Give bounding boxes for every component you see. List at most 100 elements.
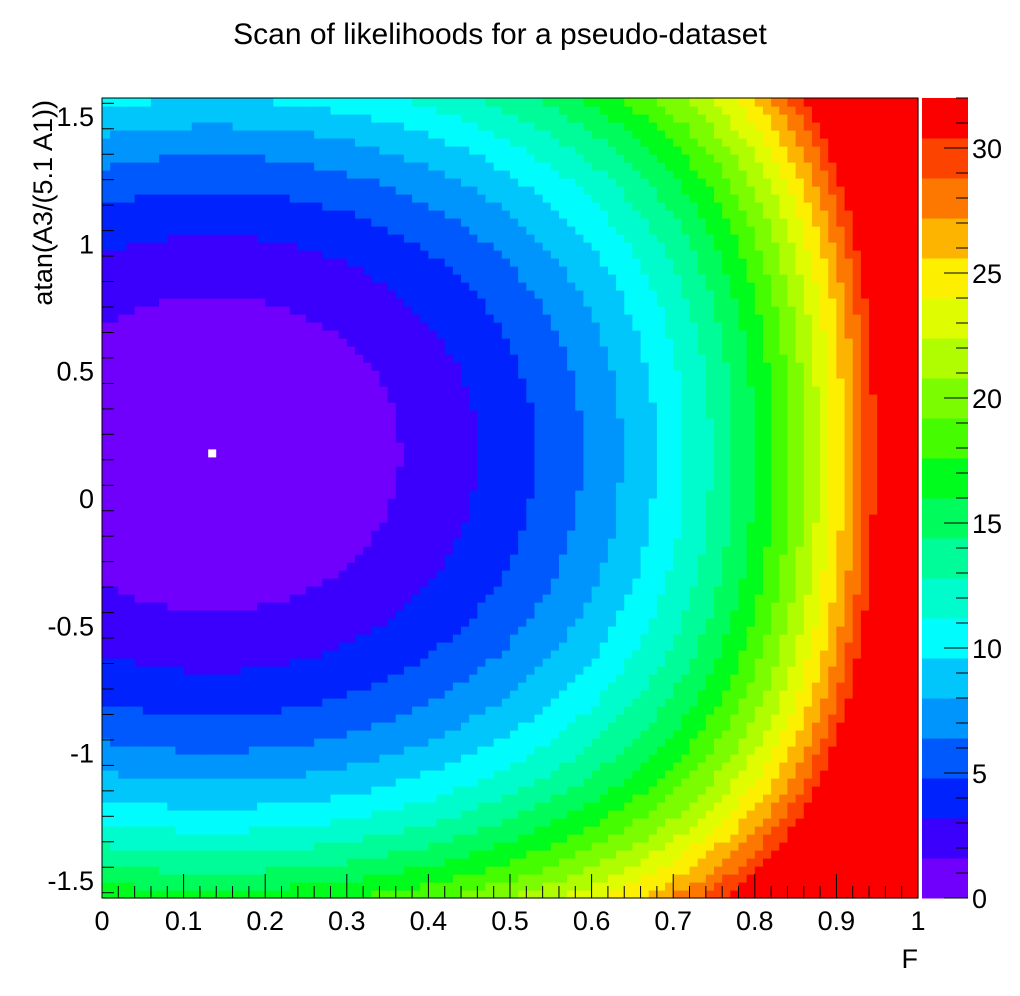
heatmap-cell [159,274,168,283]
heatmap-cell [216,794,225,803]
heatmap-cell [403,114,413,123]
heatmap-cell [403,666,413,675]
heatmap-cell [501,450,511,459]
heatmap-cell [159,530,168,539]
heatmap-cell [493,418,503,427]
heatmap-cell [412,130,421,139]
heatmap-cell [126,778,136,787]
heatmap-cell [150,474,160,483]
heatmap-cell [281,98,291,107]
heatmap-cell [395,658,405,667]
heatmap-cell [371,338,381,347]
heatmap-cell [322,226,332,235]
heatmap-cell [281,666,291,675]
heatmap-cell [216,282,225,291]
heatmap-cell [248,234,258,243]
heatmap-cell [232,490,242,499]
heatmap-cell [371,530,381,539]
heatmap-cell [403,290,413,299]
heatmap-cell [387,194,397,203]
heatmap-cell [354,210,364,219]
heatmap-cell [159,738,168,747]
heatmap-cell [257,746,266,755]
heatmap-cell [297,538,307,547]
heatmap-cell [395,170,405,179]
heatmap-cell [330,826,340,835]
heatmap-cell [118,866,128,875]
heatmap-cell [436,482,446,491]
heatmap-cell [289,506,299,515]
heatmap-cell [412,626,421,635]
heatmap-cell [126,498,136,507]
heatmap-cell [297,722,307,731]
heatmap-cell [265,394,274,403]
heatmap-cell [265,282,274,291]
heatmap-cell [110,602,119,611]
heatmap-cell [428,546,438,555]
heatmap-cell [167,122,177,131]
heatmap-cell [485,186,495,195]
heatmap-cell [183,242,193,251]
heatmap-cell [199,634,209,643]
heatmap-cell [354,706,364,715]
heatmap-cell [297,482,307,491]
heatmap-cell [265,682,274,691]
heatmap-cell [183,194,193,203]
heatmap-cell [379,210,389,219]
heatmap-cell [118,754,128,763]
heatmap-cell [232,402,242,411]
heatmap-cell [126,394,136,403]
heatmap-cell [216,818,225,827]
heatmap-cell [395,626,405,635]
heatmap-cell [289,226,299,235]
heatmap-cell [444,170,454,179]
heatmap-cell [257,338,266,347]
heatmap-cell [134,690,144,699]
heatmap-cell [322,130,332,139]
heatmap-cell [150,186,160,195]
heatmap-cell [289,626,299,635]
heatmap-cell [379,298,389,307]
heatmap-cell [102,98,111,107]
heatmap-cell [257,202,266,211]
heatmap-cell [322,242,332,251]
heatmap-cell [436,674,446,683]
heatmap-cell [501,130,511,139]
heatmap-cell [150,610,160,619]
heatmap-cell [248,602,258,611]
heatmap-cell [387,538,397,547]
heatmap-cell [134,554,144,563]
heatmap-cell [322,546,332,555]
heatmap-cell [142,314,152,323]
heatmap-cell [191,186,201,195]
heatmap-cell [167,722,177,731]
heatmap-cell [387,562,397,571]
heatmap-cell [403,258,413,267]
heatmap-cell [208,122,217,131]
heatmap-cell [150,570,160,579]
heatmap-cell [485,250,495,259]
heatmap-cell [387,442,397,451]
heatmap-cell [273,226,283,235]
heatmap-cell [126,354,136,363]
heatmap-cell [485,658,495,667]
heatmap-cell [363,154,372,163]
heatmap-cell [134,154,144,163]
heatmap-cell [240,434,250,443]
heatmap-cell [485,586,495,595]
heatmap-cell [150,586,160,595]
heatmap-cell [273,250,283,259]
heatmap-cell [493,138,503,147]
heatmap-cell [142,146,152,155]
heatmap-cell [387,698,397,707]
heatmap-cell [346,170,356,179]
heatmap-cell [428,386,438,395]
heatmap-cell [444,138,454,147]
heatmap-cell [281,642,291,651]
heatmap-cell [265,114,274,123]
heatmap-cell [461,130,470,139]
heatmap-cell [322,602,332,611]
heatmap-cell [297,450,307,459]
heatmap-cell [118,522,128,531]
heatmap-cell [248,762,258,771]
